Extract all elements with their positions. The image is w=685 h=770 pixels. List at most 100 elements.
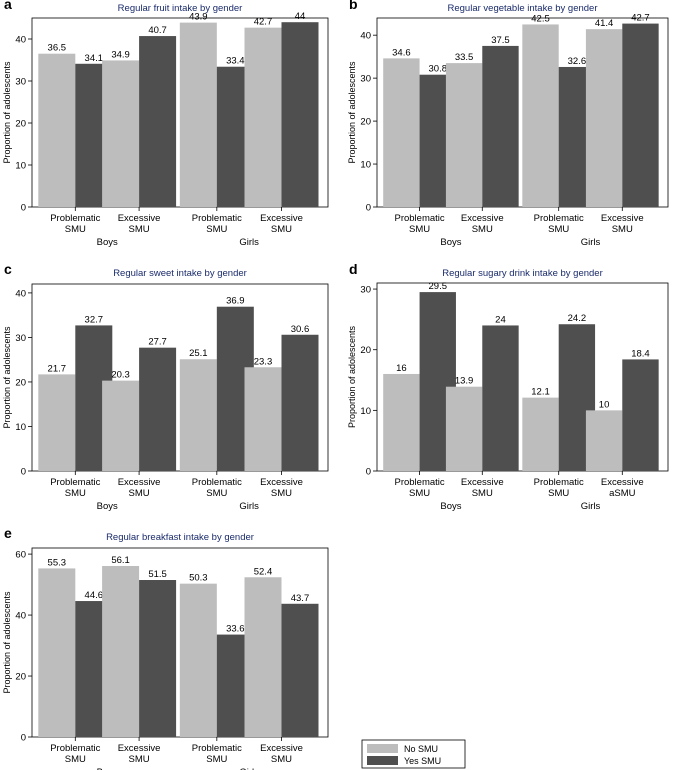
chart-title: Regular fruit intake by gender xyxy=(118,3,243,14)
x-tick-label: SMU xyxy=(472,488,493,499)
bar-no-smu xyxy=(383,373,420,471)
x-tick-label: SMU xyxy=(206,754,227,765)
x-tick-label: Excessive xyxy=(260,213,303,224)
x-tick-label: Problematic xyxy=(394,477,444,488)
bar-value-label: 12.1 xyxy=(531,387,550,398)
y-tick-label: 20 xyxy=(15,377,26,388)
group-label: Girls xyxy=(581,501,601,512)
x-tick-label: SMU xyxy=(129,488,150,499)
bar-yes-smu xyxy=(139,580,177,737)
x-tick-label: SMU xyxy=(206,224,227,235)
bar-value-label: 29.5 xyxy=(429,281,448,292)
bar-value-label: 33.5 xyxy=(455,52,474,63)
x-tick-label: Problematic xyxy=(534,213,584,224)
x-tick-label: Excessive xyxy=(461,477,504,488)
x-tick-label: Excessive xyxy=(118,743,161,754)
y-tick-label: 40 xyxy=(15,288,26,299)
bar-value-label: 44.6 xyxy=(85,590,104,601)
bar-no-smu xyxy=(179,359,217,471)
y-tick-label: 0 xyxy=(21,467,26,478)
x-tick-label: Problematic xyxy=(50,213,100,224)
y-tick-label: 10 xyxy=(15,422,26,433)
bar-yes-smu xyxy=(482,45,519,207)
bar-value-label: 20.3 xyxy=(111,370,130,381)
x-tick-label: SMU xyxy=(271,224,292,235)
bar-yes-smu xyxy=(139,36,177,208)
bar-yes-smu xyxy=(281,603,319,737)
bar-no-smu xyxy=(179,22,217,208)
bar-value-label: 25.1 xyxy=(189,348,208,359)
x-tick-label: SMU xyxy=(206,488,227,499)
x-tick-label: Excessive xyxy=(461,213,504,224)
bar-value-label: 21.7 xyxy=(48,363,67,374)
bar-no-smu xyxy=(179,583,217,737)
panel-letter: e xyxy=(4,525,12,541)
bar-value-label: 52.4 xyxy=(254,566,273,577)
x-tick-label: SMU xyxy=(271,754,292,765)
chart-title: Regular sweet intake by gender xyxy=(113,268,247,279)
bar-value-label: 13.9 xyxy=(455,376,474,387)
x-tick-label: Problematic xyxy=(192,213,242,224)
bar-value-label: 32.6 xyxy=(568,56,587,67)
bar-no-smu xyxy=(244,367,282,471)
bar-value-label: 33.4 xyxy=(226,56,245,67)
bar-no-smu xyxy=(445,386,483,471)
chart-panel-a: a Regular fruit intake by gender Proportio… xyxy=(2,0,329,248)
group-label: Boys xyxy=(97,767,118,770)
y-axis-label: Proportion of adolescents xyxy=(2,326,12,429)
bar-value-label: 40.7 xyxy=(148,25,167,36)
x-tick-label: Excessive xyxy=(260,743,303,754)
x-tick-label: Problematic xyxy=(394,213,444,224)
bar-value-label: 32.7 xyxy=(85,314,104,325)
group-label: Girls xyxy=(239,237,259,248)
bar-value-label: 43.7 xyxy=(291,593,310,604)
bar-yes-smu xyxy=(139,347,177,471)
bar-value-label: 18.4 xyxy=(631,348,650,359)
panel-letter: c xyxy=(4,261,12,277)
x-tick-label: SMU xyxy=(271,488,292,499)
group-label: Boys xyxy=(97,501,118,512)
y-tick-label: 40 xyxy=(15,611,26,622)
x-tick-label: Excessive xyxy=(118,213,161,224)
bar-value-label: 42.7 xyxy=(631,13,650,24)
bar-value-label: 37.5 xyxy=(491,35,510,46)
bar-value-label: 24.2 xyxy=(568,313,587,324)
y-axis-label: Proportion of adolescents xyxy=(2,591,12,694)
bar-no-smu xyxy=(38,374,76,471)
bar-yes-smu xyxy=(281,22,319,208)
y-tick-label: 20 xyxy=(360,117,371,128)
chart-title: Regular breakfast intake by gender xyxy=(106,532,254,543)
bar-value-label: 10 xyxy=(599,399,610,410)
panel-letter: a xyxy=(4,0,12,12)
y-tick-label: 20 xyxy=(15,672,26,683)
legend-swatch xyxy=(367,744,398,753)
y-tick-label: 60 xyxy=(15,550,26,561)
y-axis-label: Proportion of adolescents xyxy=(2,61,12,164)
x-tick-label: Problematic xyxy=(192,743,242,754)
chart-panel-b: b Regular vegetable intake by gender Propo… xyxy=(347,0,669,248)
x-tick-label: SMU xyxy=(65,224,86,235)
bar-value-label: 30.6 xyxy=(291,324,310,335)
bar-value-label: 34.6 xyxy=(392,47,411,58)
y-tick-label: 40 xyxy=(360,31,371,42)
x-tick-label: Excessive xyxy=(601,477,644,488)
bar-value-label: 30.8 xyxy=(429,64,448,75)
bar-value-label: 27.7 xyxy=(148,337,167,348)
x-tick-label: SMU xyxy=(65,488,86,499)
bar-no-smu xyxy=(585,410,623,471)
y-tick-label: 10 xyxy=(360,160,371,171)
bar-no-smu xyxy=(102,565,140,737)
bar-yes-smu xyxy=(482,325,519,471)
bar-value-label: 16 xyxy=(396,363,407,374)
x-tick-label: SMU xyxy=(472,224,493,235)
bar-no-smu xyxy=(102,380,140,471)
legend: No SMU Yes SMU xyxy=(361,739,466,769)
chart-panel-c: c Regular sweet intake by gender Proportio… xyxy=(2,261,329,512)
y-tick-label: 10 xyxy=(360,406,371,417)
x-tick-label: Excessive xyxy=(260,477,303,488)
y-tick-label: 40 xyxy=(15,35,26,46)
bar-value-label: 42.7 xyxy=(254,17,273,28)
bar-value-label: 42.5 xyxy=(531,13,550,24)
y-tick-label: 30 xyxy=(360,285,371,296)
